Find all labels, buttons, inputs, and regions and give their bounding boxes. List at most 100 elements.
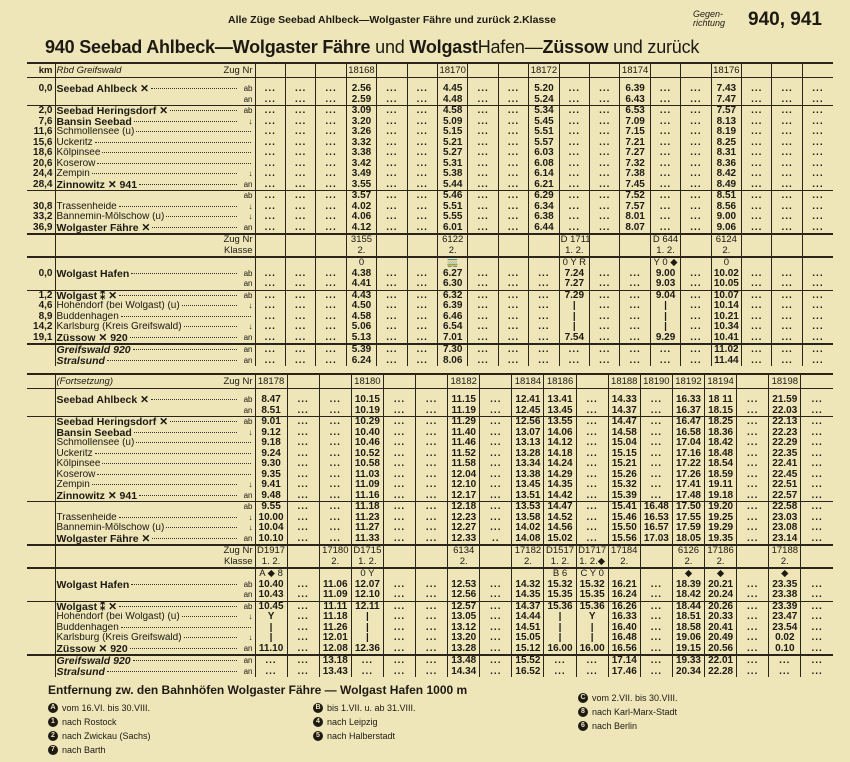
- time-cell: ...: [406, 279, 438, 290]
- time-cell: 9.03: [649, 279, 681, 290]
- time-cell: 3.57: [345, 190, 377, 202]
- time-cell: ...: [415, 469, 448, 480]
- time-cell: 6.53: [619, 105, 651, 117]
- time-cell: [619, 256, 651, 269]
- table-row: Schmollensee (u) 9.18...... 10.46...... 11.…: [27, 438, 833, 449]
- km-value: [27, 459, 56, 470]
- table-row: Stralsund an......... 6.24...... 8.06......…: [27, 355, 833, 366]
- time-cell: [315, 233, 347, 246]
- time-cell: 1. 2.: [649, 245, 681, 257]
- time-cell: ...: [286, 490, 320, 502]
- time-cell: ...: [619, 332, 651, 344]
- time-cell: ...: [467, 169, 499, 180]
- time-cell: 18.36: [704, 427, 737, 438]
- page-title: 940 Seebad Ahlbeck—Wolgaster Fähre und W…: [45, 37, 699, 58]
- time-cell: ...: [649, 343, 681, 356]
- time-cell: |: [558, 322, 590, 333]
- time-cell: ...: [771, 268, 803, 279]
- time-cell: ...: [800, 612, 833, 623]
- time-cell: ...: [382, 512, 416, 523]
- station-cell: Koserow: [55, 469, 256, 480]
- time-cell: ...: [467, 116, 499, 127]
- station-cell: Zug Nr: [55, 233, 256, 246]
- table-row: 11,6 Schmollensee (u)......... 3.26...... 5…: [27, 127, 833, 138]
- station-cell: Züssow ✕ 920 an: [55, 643, 256, 655]
- arrival-departure-marker: ↓: [248, 480, 253, 490]
- time-cell: ...: [768, 666, 801, 677]
- time-cell: 0: [710, 256, 742, 269]
- time-cell: ...: [284, 169, 316, 180]
- time-cell: ...: [286, 633, 320, 644]
- time-cell: ...: [619, 279, 651, 290]
- time-cell: ...: [286, 480, 320, 491]
- km-value: [27, 523, 56, 534]
- time-cell: ...: [376, 322, 408, 333]
- time-cell: 14.56: [543, 523, 577, 534]
- time-cell: ...: [376, 148, 408, 159]
- dot-leader: [132, 348, 237, 351]
- time-cell: 14.47: [543, 501, 577, 513]
- time-cell: 15.50: [607, 523, 641, 534]
- table-row: Bannemin-Mölschow (u) ↓ 10.04...... 11.27..…: [27, 523, 833, 534]
- time-cell: 4.50: [345, 301, 377, 312]
- time-cell: ...: [649, 179, 681, 191]
- gegenrichtung-label: Gegen-richtung: [693, 10, 725, 28]
- station-name: Schmollensee (u): [56, 438, 135, 449]
- dot-leader: [106, 670, 237, 672]
- time-cell: ...: [741, 158, 772, 169]
- time-cell: ...: [680, 190, 712, 202]
- time-cell: ...: [575, 438, 609, 449]
- time-cell: ...: [497, 169, 529, 180]
- time-cell: 11.10: [254, 643, 288, 655]
- time-cell: ...: [415, 590, 448, 601]
- time-cell: ...: [318, 395, 352, 406]
- time-cell: 10.45: [254, 600, 288, 612]
- time-cell: ...: [406, 84, 438, 95]
- train-number: 18198: [768, 373, 801, 389]
- time-cell: ...: [284, 179, 316, 191]
- time-cell: ...: [415, 438, 448, 449]
- time-cell: 13.13: [511, 438, 544, 449]
- time-cell: ...: [741, 179, 772, 191]
- dot-leader: [152, 537, 237, 539]
- time-cell: ◆: [704, 567, 737, 580]
- time-cell: 1. 2.: [254, 556, 288, 568]
- time-cell: [479, 388, 512, 395]
- km-value: 24,4: [27, 169, 56, 180]
- time-cell: 19.25: [704, 512, 737, 523]
- time-cell: ...: [318, 469, 352, 480]
- time-cell: ...: [350, 654, 384, 667]
- time-cell: 17.50: [671, 501, 705, 513]
- time-cell: ...: [558, 179, 590, 191]
- time-cell: 3.49: [345, 169, 377, 180]
- time-cell: 15.21: [607, 459, 641, 470]
- km-value: [27, 490, 56, 502]
- arrival-departure-marker: ↓: [248, 322, 253, 332]
- time-cell: ...: [649, 158, 681, 169]
- time-cell: [741, 77, 772, 84]
- time-cell: ...: [406, 343, 438, 356]
- km-value: 11,6: [27, 127, 56, 138]
- time-cell: 17186: [704, 544, 737, 557]
- time-cell: 5.21: [436, 137, 468, 148]
- dot-leader: [183, 325, 237, 328]
- time-cell: 10.02: [710, 268, 742, 279]
- time-cell: 13.43: [318, 666, 352, 677]
- time-cell: [511, 567, 544, 580]
- time-cell: [607, 567, 641, 580]
- time-cell: 16.40: [607, 622, 641, 633]
- time-cell: ...: [558, 158, 590, 169]
- time-cell: 15.36: [575, 600, 609, 612]
- time-cell: ...: [479, 579, 512, 590]
- station-name: Wolgaster Fähre ✕: [56, 222, 151, 234]
- time-cell: |: [575, 622, 609, 633]
- time-cell: 2.: [318, 556, 352, 568]
- time-cell: |: [350, 622, 384, 633]
- station-name: Trassenheide: [56, 201, 117, 212]
- train-number: [771, 62, 803, 78]
- time-cell: 7.29: [558, 289, 590, 301]
- table-row: 1,2 Wolgast ⁑ ✕ ab......... 4.43...... 6.32.…: [27, 289, 833, 301]
- time-cell: 20.24: [704, 590, 737, 601]
